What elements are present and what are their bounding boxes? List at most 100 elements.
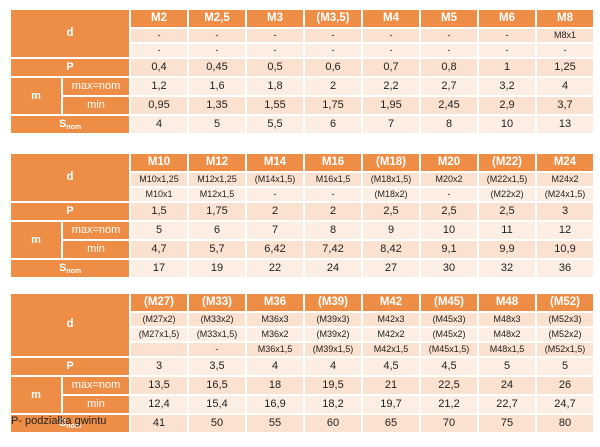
m-min-value: 5,7 xyxy=(189,241,245,258)
m-min-value: 16,9 xyxy=(247,396,303,413)
d-value: (M39x1,5) xyxy=(305,343,361,356)
m-min-value: 12,4 xyxy=(131,396,187,413)
size-header: M36 xyxy=(247,294,303,311)
size-header: M10 xyxy=(131,154,187,171)
p-label: P xyxy=(11,358,129,375)
max-nom-label: max=nom xyxy=(63,222,129,239)
d-label: d xyxy=(11,294,129,356)
d-value: - xyxy=(189,343,245,356)
p-value: 3,5 xyxy=(189,358,245,375)
d-value: M36x3 xyxy=(247,313,303,326)
m-max-value: 2,2 xyxy=(363,78,419,95)
d-value: - xyxy=(305,29,361,42)
m-max-value: 3,2 xyxy=(479,78,535,95)
m-min-value: 1,75 xyxy=(305,97,361,114)
s-label-sub: nom xyxy=(66,422,82,430)
p-value: 4 xyxy=(305,358,361,375)
s-label-text: S xyxy=(58,117,67,130)
d-value: - xyxy=(305,44,361,57)
max-nom-label: max=nom xyxy=(63,78,129,95)
m-min-value: 24,7 xyxy=(537,396,593,413)
d-value: (M22x1,5) xyxy=(479,173,535,186)
size-header: M5 xyxy=(421,10,477,27)
m-max-value: 18 xyxy=(247,377,303,394)
d-value: M42x3 xyxy=(363,313,419,326)
m-max-value: 9 xyxy=(363,222,419,239)
m-min-value: 9,1 xyxy=(421,241,477,258)
p-value: 1 xyxy=(479,59,535,76)
size-header: (M22) xyxy=(479,154,535,171)
p-value: 4,5 xyxy=(363,358,419,375)
d-value: M24x2 xyxy=(537,173,593,186)
m-max-value: 2,7 xyxy=(421,78,477,95)
s-value: 22 xyxy=(247,260,303,277)
d-value: - xyxy=(131,44,187,57)
s-value: 10 xyxy=(479,116,535,133)
min-label: min xyxy=(63,97,129,114)
d-value: (M33x2) xyxy=(189,313,245,326)
size-header: (M45) xyxy=(421,294,477,311)
s-value: 27 xyxy=(363,260,419,277)
size-header: M48 xyxy=(479,294,535,311)
p-value: 4 xyxy=(247,358,303,375)
s-nom-label: Snom xyxy=(11,415,129,432)
d-value: - xyxy=(421,44,477,57)
size-header: M3 xyxy=(247,10,303,27)
s-value: 65 xyxy=(363,415,419,432)
size-header: (M18) xyxy=(363,154,419,171)
m-min-value: 3,7 xyxy=(537,97,593,114)
d-row-3: - M36x1,5 (M39x1,5) M42x1,5 (M45x1,5) M48x1,5… xyxy=(11,343,593,356)
m-max-value: 16,5 xyxy=(189,377,245,394)
m-label: m xyxy=(11,78,61,114)
size-header: M6 xyxy=(479,10,535,27)
d-value: - xyxy=(421,188,477,201)
m-min-value: 18,2 xyxy=(305,396,361,413)
d-row-2: M10x1 M12x1,5- - (M18x2) - (M22x2) (M24x1,5) xyxy=(11,188,593,201)
m-label: m xyxy=(11,222,61,258)
d-value: (M45x1,5) xyxy=(421,343,477,356)
d-value: M36x1,5 xyxy=(247,343,303,356)
m-min-value: 8,42 xyxy=(363,241,419,258)
p-label: P xyxy=(11,203,129,220)
thread-table-2: d M10 M12 M14 M16 (M18) M20 (M22) M24 M1… xyxy=(9,152,595,279)
s-value: 30 xyxy=(421,260,477,277)
min-label: min xyxy=(63,241,129,258)
d-row-1: - - - - - - - M8x1 xyxy=(11,29,593,42)
d-value: (M18x1,5) xyxy=(363,173,419,186)
p-value: 0,45 xyxy=(189,59,245,76)
d-value: (M22x2) xyxy=(479,188,535,201)
s-value: 7 xyxy=(363,116,419,133)
d-value: - xyxy=(247,188,303,201)
thread-table-3: d (M27) (M33) M36 (M39) M42 (M45) M48 (M… xyxy=(9,292,595,434)
size-header: (M27) xyxy=(131,294,187,311)
m-min-value: 10,9 xyxy=(537,241,593,258)
m-max-value: 2 xyxy=(305,78,361,95)
m-min-value: 21,2 xyxy=(421,396,477,413)
p-value: 0,8 xyxy=(421,59,477,76)
m-min-value: 4,7 xyxy=(131,241,187,258)
s-value: 60 xyxy=(305,415,361,432)
d-value: - xyxy=(305,188,361,201)
m-max-value: 26 xyxy=(537,377,593,394)
p-value: 3 xyxy=(537,203,593,220)
d-value: M10x1,25 xyxy=(131,173,187,186)
d-value: (M39x2) xyxy=(305,328,361,341)
p-value: 2,5 xyxy=(421,203,477,220)
d-value: (M14x1,5) xyxy=(247,173,303,186)
s-label-text: S xyxy=(58,416,67,429)
s-label-text: S xyxy=(58,261,67,274)
size-header: (M33) xyxy=(189,294,245,311)
m-max-value: 19,5 xyxy=(305,377,361,394)
s-value: 17 xyxy=(131,260,187,277)
m-max-value: 21 xyxy=(363,377,419,394)
size-header: M20 xyxy=(421,154,477,171)
d-value: - xyxy=(421,29,477,42)
s-value: 50 xyxy=(189,415,245,432)
d-value: M8x1 xyxy=(537,29,593,42)
m-min-value: 6,42 xyxy=(247,241,303,258)
m-max-value: 1,6 xyxy=(189,78,245,95)
s-label-sub: nom xyxy=(66,267,82,275)
d-value: M42x1,5 xyxy=(363,343,419,356)
d-value: - xyxy=(189,44,245,57)
d-value: (M45x2) xyxy=(421,328,477,341)
